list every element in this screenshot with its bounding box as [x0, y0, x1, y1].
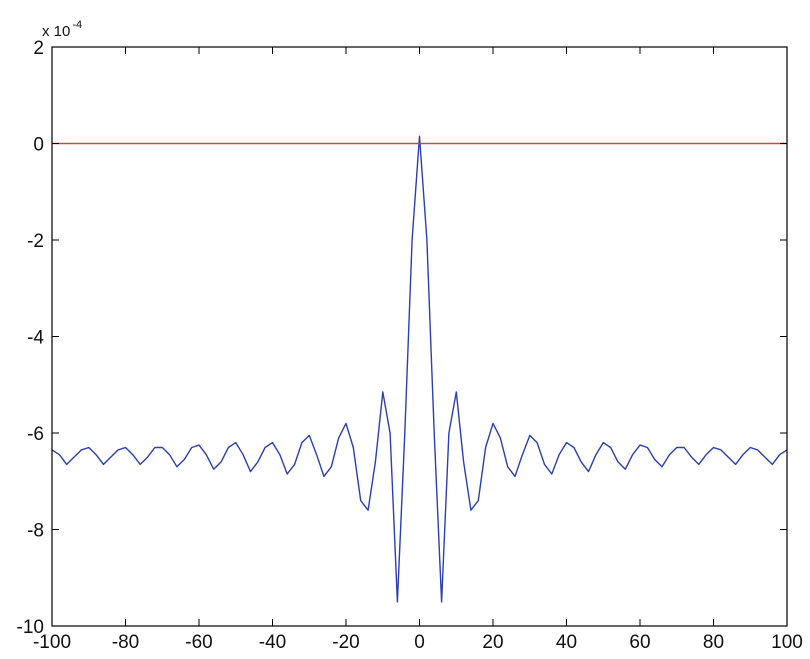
x-tick-label: 100 — [771, 632, 803, 653]
y-tick-label: -6 — [27, 424, 44, 445]
x-tick-label: -20 — [332, 632, 359, 653]
series-line-1 — [51, 135, 788, 603]
x-tick-label: -60 — [185, 632, 212, 653]
x-tick-label: -40 — [259, 632, 286, 653]
y-axis-exponent-power: -4 — [72, 19, 82, 31]
y-tick-label: -10 — [17, 617, 44, 638]
x-tick-label: -80 — [112, 632, 139, 653]
x-tick-label: 0 — [414, 632, 425, 653]
tick-labels-layer: -100 -80 -60 -40 -20 0 20 40 60 80 10020-2-4-6-8-1… — [17, 38, 803, 653]
y-tick-label: 2 — [33, 38, 44, 59]
y-tick-label: 0 — [33, 135, 44, 156]
x-tick-label: 80 — [703, 632, 724, 653]
plot-area — [52, 47, 787, 626]
y-axis-exponent-base: x 10 — [42, 23, 70, 40]
x-tick-label: -100 — [33, 632, 71, 653]
x-tick-label: 60 — [629, 632, 650, 653]
y-tick-label: -8 — [27, 521, 44, 542]
x-tick-label: 20 — [482, 632, 503, 653]
y-tick-label: -4 — [27, 328, 44, 349]
y-tick-label: -2 — [27, 231, 44, 252]
x-tick-label: 40 — [556, 632, 577, 653]
ticks-layer — [51, 46, 788, 627]
y-axis-exponent-label: x 10 -4 — [42, 19, 82, 40]
series-layer — [51, 135, 788, 603]
